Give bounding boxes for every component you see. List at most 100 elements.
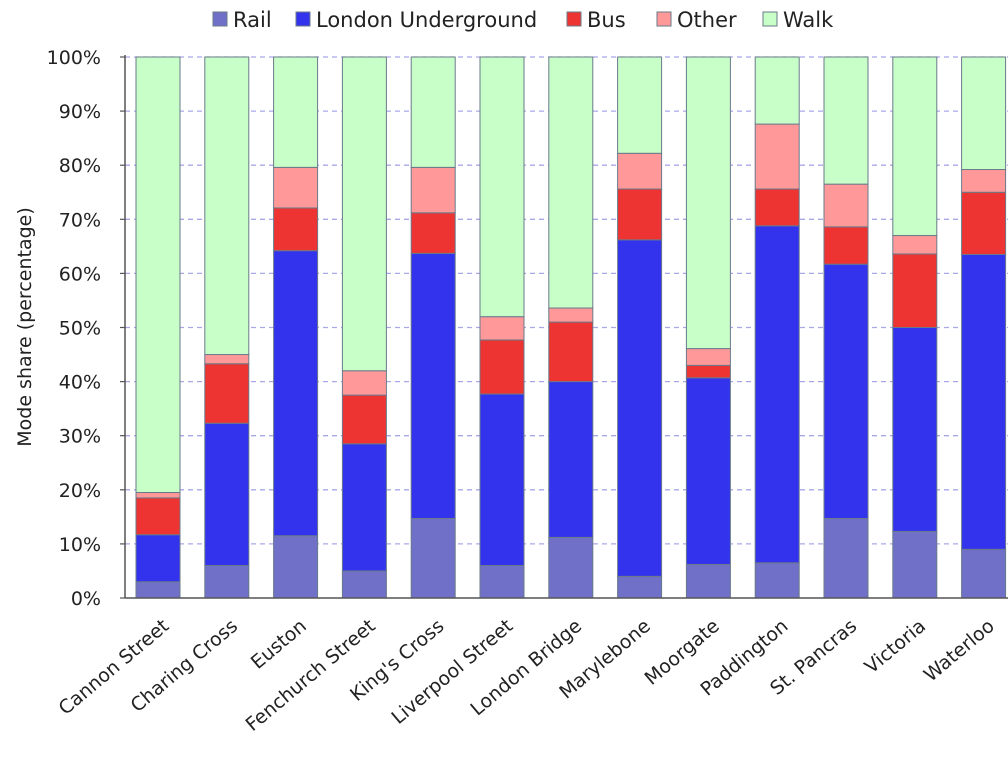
x-tick-label-euston: Euston — [247, 615, 311, 674]
bar-bus-fenchurch-street — [341, 394, 387, 445]
y-tick-label: 100% — [47, 47, 101, 69]
y-tick-label: 40% — [59, 372, 101, 394]
bar-other-waterloo — [961, 169, 1007, 193]
bar-group-charing-cross — [204, 56, 250, 599]
bar-rail-paddington — [754, 562, 800, 599]
bar-other-london-bridge — [548, 307, 594, 323]
bar-london-underground-victoria — [892, 327, 938, 532]
bar-other-euston — [273, 166, 319, 209]
legend-item-london-underground: London Underground — [295, 8, 537, 32]
bar-walk-fenchurch-street — [341, 56, 387, 372]
bar-london-underground-london-bridge — [548, 381, 594, 538]
y-tick-label: 30% — [59, 426, 101, 448]
legend-label: Rail — [233, 8, 272, 32]
bars — [135, 56, 1007, 599]
bar-other-marylebone — [617, 152, 663, 190]
bar-london-underground-marylebone — [617, 239, 663, 577]
bar-group-paddington — [754, 56, 800, 599]
legend-swatch — [212, 11, 228, 27]
bar-london-underground-charing-cross — [204, 422, 250, 567]
bar-walk-waterloo — [961, 56, 1007, 171]
bar-rail-liverpool-street — [479, 565, 525, 599]
bar-london-underground-liverpool-street — [479, 393, 525, 567]
bar-other-liverpool-street — [479, 316, 525, 341]
legend-item-other: Other — [656, 8, 737, 32]
bar-other-moorgate — [685, 348, 731, 366]
bar-walk-euston — [273, 56, 319, 168]
bar-bus-charing-cross — [204, 363, 250, 424]
bar-walk-king-s-cross — [410, 56, 456, 168]
legend-label: London Underground — [316, 8, 537, 32]
axes — [124, 55, 1008, 599]
legend-swatch — [566, 11, 582, 27]
bar-bus-st-pancras — [823, 226, 869, 265]
x-tick-label-waterloo: Waterloo — [920, 615, 999, 686]
bar-bus-victoria — [892, 253, 938, 328]
bar-london-underground-cannon-street — [135, 534, 181, 583]
bar-rail-fenchurch-street — [341, 570, 387, 599]
y-tick-label: 80% — [59, 155, 101, 177]
bar-other-cannon-street — [135, 492, 181, 499]
bar-group-king-s-cross — [410, 56, 456, 599]
bar-bus-king-s-cross — [410, 212, 456, 254]
y-tick-label: 90% — [59, 101, 101, 123]
bar-rail-st-pancras — [823, 517, 869, 599]
bar-walk-moorgate — [685, 56, 731, 350]
legend-item-rail: Rail — [212, 8, 272, 32]
bar-group-victoria — [892, 56, 938, 599]
y-tick-label: 10% — [59, 534, 101, 556]
bar-london-underground-fenchurch-street — [341, 443, 387, 572]
bar-bus-cannon-street — [135, 497, 181, 536]
bar-walk-london-bridge — [548, 56, 594, 309]
bar-group-london-bridge — [548, 56, 594, 599]
bar-walk-cannon-street — [135, 56, 181, 494]
bar-group-moorgate — [685, 56, 731, 599]
bar-rail-waterloo — [961, 548, 1007, 599]
legend-label: Other — [677, 8, 737, 32]
bar-walk-victoria — [892, 56, 938, 237]
y-tick-label: 70% — [59, 209, 101, 231]
legend-swatch — [762, 11, 778, 27]
legend-swatch — [295, 11, 311, 27]
y-tick-label: 50% — [59, 318, 101, 340]
y-tick-label: 60% — [59, 263, 101, 285]
bar-bus-euston — [273, 207, 319, 252]
legend-label: Walk — [783, 8, 834, 32]
bar-group-euston — [273, 56, 319, 599]
bar-other-victoria — [892, 235, 938, 255]
bar-walk-charing-cross — [204, 56, 250, 356]
bar-rail-charing-cross — [204, 565, 250, 599]
bar-rail-moorgate — [685, 563, 731, 599]
bar-rail-london-bridge — [548, 536, 594, 599]
bar-bus-waterloo — [961, 191, 1007, 255]
bar-rail-marylebone — [617, 575, 663, 599]
bar-bus-london-bridge — [548, 321, 594, 383]
bar-bus-paddington — [754, 188, 800, 227]
bar-walk-paddington — [754, 56, 800, 125]
legend-swatch — [656, 11, 672, 27]
legend-label: Bus — [587, 8, 626, 32]
y-tick-label: 0% — [71, 588, 101, 610]
bar-london-underground-euston — [273, 250, 319, 537]
bar-group-liverpool-street — [479, 56, 525, 599]
bar-other-fenchurch-street — [341, 370, 387, 396]
bar-other-paddington — [754, 123, 800, 190]
bar-group-cannon-street — [135, 56, 181, 599]
bar-group-marylebone — [617, 56, 663, 599]
bar-group-st-pancras — [823, 56, 869, 599]
bar-london-underground-moorgate — [685, 377, 731, 565]
y-axis-title: Mode share (percentage) — [14, 207, 36, 447]
bar-london-underground-waterloo — [961, 253, 1007, 550]
bar-walk-liverpool-street — [479, 56, 525, 318]
bar-london-underground-king-s-cross — [410, 252, 456, 519]
bar-rail-euston — [273, 535, 319, 599]
bar-walk-st-pancras — [823, 56, 869, 185]
legend-item-bus: Bus — [566, 8, 626, 32]
bar-bus-marylebone — [617, 188, 663, 241]
bar-london-underground-paddington — [754, 225, 800, 564]
bar-bus-moorgate — [685, 364, 731, 379]
bar-group-fenchurch-street — [341, 56, 387, 599]
bar-other-st-pancras — [823, 183, 869, 228]
